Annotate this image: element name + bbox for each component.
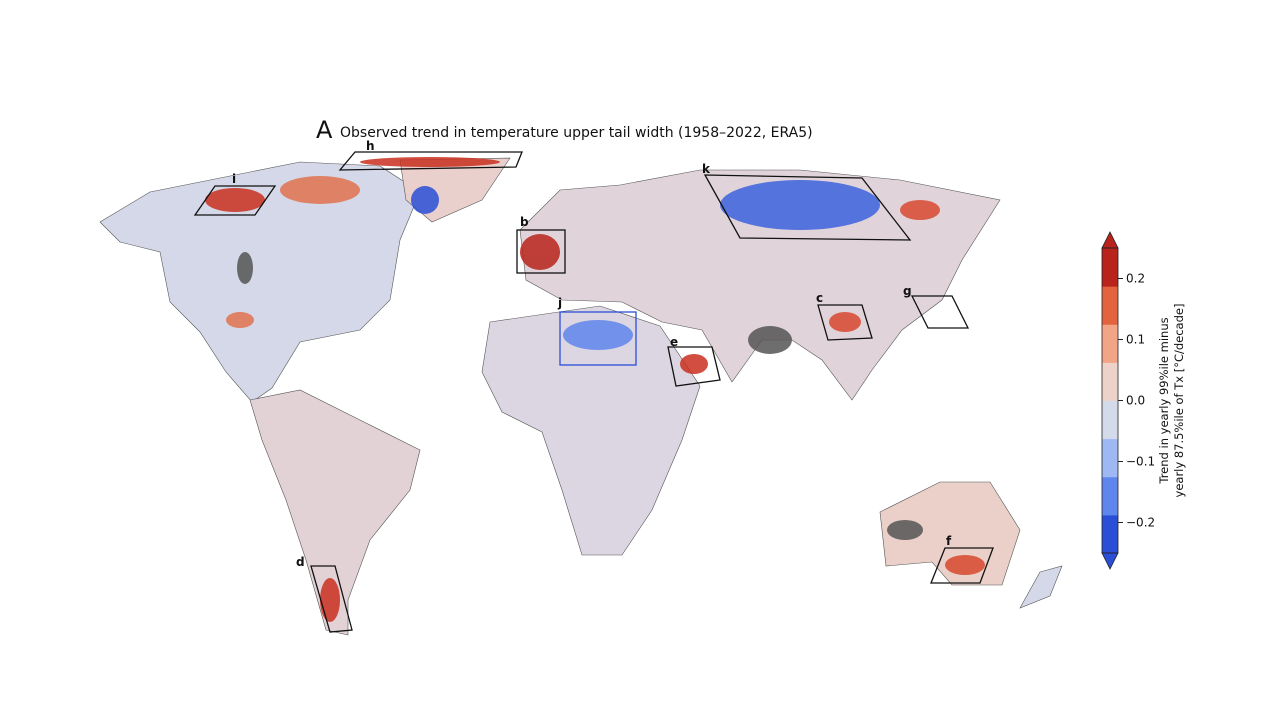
patch — [520, 234, 560, 270]
patch — [280, 176, 360, 204]
colorbar-extend-top — [1101, 231, 1119, 249]
world-map — [99, 157, 1063, 636]
colorbar-band — [1102, 286, 1118, 325]
south-america — [249, 389, 421, 636]
region-label: k — [702, 162, 711, 176]
patch — [205, 188, 265, 212]
africa — [481, 305, 701, 556]
eurasia — [519, 169, 1001, 401]
colorbar-label: yearly 87.5%ile of Tx [°C/decade] — [1172, 304, 1186, 498]
north-america — [99, 161, 421, 403]
colorbar-tick-label: 0.1 — [1126, 333, 1145, 347]
colorbar-tick-label: 0.2 — [1126, 272, 1145, 286]
map-title: Observed trend in temperature upper tail… — [340, 125, 813, 141]
colorbar-band — [1102, 362, 1118, 401]
region-box — [516, 229, 566, 274]
colorbar-band — [1102, 400, 1118, 440]
patch — [748, 326, 792, 354]
region-label: b — [520, 215, 529, 229]
region-box — [338, 151, 523, 171]
region-label: e — [670, 335, 678, 349]
patch — [720, 180, 880, 230]
colorbar: −0.2 −0.1 0.0 0.1 0.2 Trend in yearly 99%ile … — [1101, 231, 1186, 570]
patch — [411, 186, 439, 214]
patch — [680, 354, 708, 374]
region-box — [667, 346, 721, 387]
patch — [237, 252, 253, 284]
region-boxes: h i b k c g j e d f — [193, 139, 994, 633]
region-label: d — [296, 555, 305, 569]
colorbar-band — [1102, 514, 1118, 554]
region-label: i — [232, 172, 236, 186]
patch — [900, 200, 940, 220]
region-box — [703, 174, 912, 241]
region-box — [193, 185, 277, 216]
region-box — [910, 295, 970, 329]
colorbar-extend-bottom — [1101, 552, 1119, 570]
panel-label: A — [316, 116, 333, 144]
patch — [563, 320, 633, 350]
colorbar-label: Trend in yearly 99%ile minus — [1157, 317, 1171, 484]
colorbar-band — [1102, 438, 1118, 478]
region-label: c — [816, 291, 823, 305]
region-label: g — [903, 284, 912, 298]
patch — [829, 312, 861, 332]
patch — [320, 578, 340, 622]
trend-patches — [205, 157, 985, 622]
region-label: j — [557, 296, 562, 310]
patch — [945, 555, 985, 575]
colorbar-band — [1102, 324, 1118, 363]
patch — [226, 312, 254, 328]
region-label: h — [366, 139, 375, 153]
patch — [887, 520, 923, 540]
colorbar-tick-label: −0.2 — [1126, 516, 1155, 530]
colorbar-tick-label: 0.0 — [1126, 394, 1145, 408]
australia — [879, 481, 1021, 586]
colorbar-tick-label: −0.1 — [1126, 455, 1155, 469]
region-box — [817, 304, 873, 341]
region-label: f — [946, 534, 952, 548]
region-box — [559, 311, 637, 366]
patch — [360, 157, 500, 167]
new-zealand — [1019, 565, 1063, 609]
colorbar-band — [1102, 248, 1118, 287]
region-box — [310, 565, 353, 633]
colorbar-band — [1102, 476, 1118, 516]
region-box — [930, 547, 994, 584]
